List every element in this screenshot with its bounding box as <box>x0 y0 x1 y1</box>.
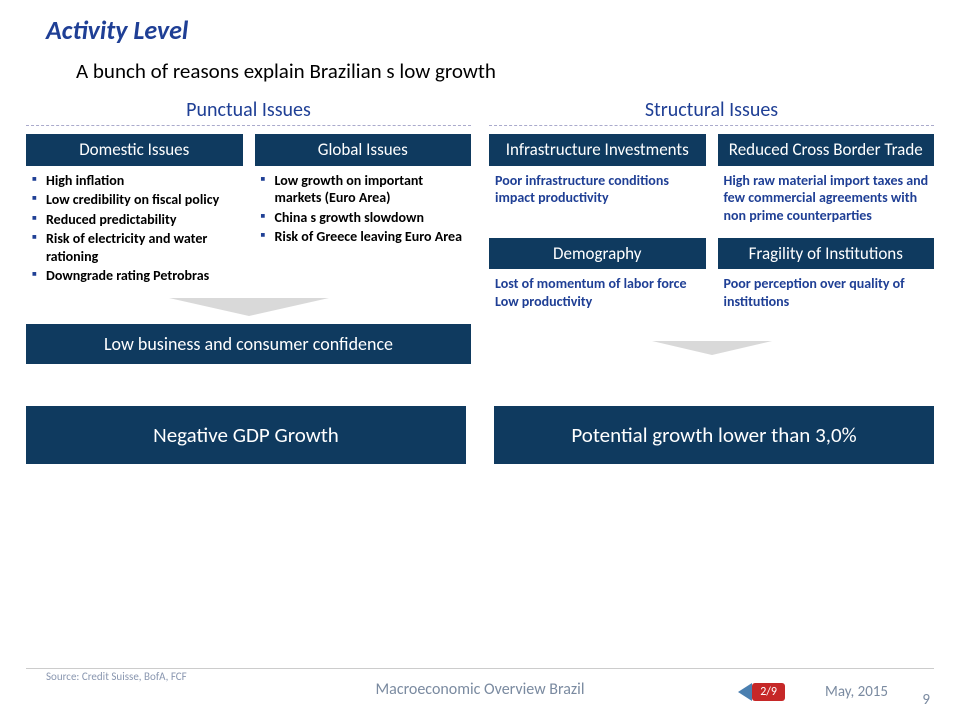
demo-box: Demography Lost of momentum of labor for… <box>489 238 706 340</box>
infra-box: Infrastructure Investments Poor infrastr… <box>489 134 706 236</box>
diagram-columns: Punctual Issues Domestic Issues High inf… <box>0 84 960 364</box>
demo-title: Demography <box>489 238 706 270</box>
list-item: Risk of electricity and water rationing <box>32 230 239 265</box>
potential-growth-box: Potential growth lower than 3,0% <box>494 406 934 464</box>
confidence-box: Low business and consumer confidence <box>26 324 471 365</box>
page-subtitle: A bunch of reasons explain Brazilian s l… <box>0 46 960 84</box>
structural-header: Structural Issues <box>489 98 934 125</box>
global-list: Low growth on important markets (Euro Ar… <box>261 172 468 246</box>
infra-title: Infrastructure Investments <box>489 134 706 166</box>
results-row: Negative GDP Growth Potential growth low… <box>0 364 960 464</box>
domestic-list: High inflation Low credibility on fiscal… <box>32 172 239 285</box>
list-item: High inflation <box>32 172 239 190</box>
punctual-column: Punctual Issues Domestic Issues High inf… <box>26 98 471 364</box>
domestic-title: Domestic Issues <box>26 134 243 166</box>
inst-box: Fragility of Institutions Poor perceptio… <box>718 238 935 340</box>
inst-text: Poor perception over quality of institut… <box>718 269 935 339</box>
footer-center-text: Macroeconomic Overview Brazil <box>375 680 584 699</box>
global-title: Global Issues <box>255 134 472 166</box>
trade-title: Reduced Cross Border Trade <box>718 134 935 166</box>
footer-date: May, 2015 <box>825 683 888 701</box>
pager: 2/9 <box>738 683 785 701</box>
inst-title: Fragility of Institutions <box>718 238 935 270</box>
dashed-divider <box>26 125 471 126</box>
list-item: China s growth slowdown <box>261 209 468 227</box>
trade-text: High raw material import taxes and few c… <box>718 166 935 236</box>
down-arrow-icon <box>652 341 772 355</box>
source-text: Source: Credit Suisse, BofA, FCF <box>46 670 187 683</box>
page-title: Activity Level <box>0 0 960 46</box>
list-item: Downgrade rating Petrobras <box>32 267 239 285</box>
negative-gdp-box: Negative GDP Growth <box>26 406 466 464</box>
down-arrow-icon <box>169 298 329 316</box>
pager-arrow-icon <box>738 683 752 701</box>
pager-badge: 2/9 <box>752 683 785 701</box>
list-item: Risk of Greece leaving Euro Area <box>261 228 468 246</box>
structural-column: Structural Issues Infrastructure Investm… <box>489 98 934 364</box>
confidence-text: Low business and consumer confidence <box>26 324 471 365</box>
demo-text: Lost of momentum of labor force Low prod… <box>489 269 706 339</box>
list-item: Reduced predictability <box>32 211 239 229</box>
domestic-issues-box: Domestic Issues High inflation Low credi… <box>26 134 243 294</box>
footer-separator <box>26 668 934 669</box>
trade-box: Reduced Cross Border Trade High raw mate… <box>718 134 935 236</box>
infra-text: Poor infrastructure conditions impact pr… <box>489 166 706 236</box>
global-issues-box: Global Issues Low growth on important ma… <box>255 134 472 294</box>
list-item: Low growth on important markets (Euro Ar… <box>261 172 468 207</box>
dashed-divider <box>489 125 934 126</box>
footer-page-number: 9 <box>922 691 930 709</box>
punctual-header: Punctual Issues <box>26 98 471 125</box>
list-item: Low credibility on fiscal policy <box>32 191 239 209</box>
